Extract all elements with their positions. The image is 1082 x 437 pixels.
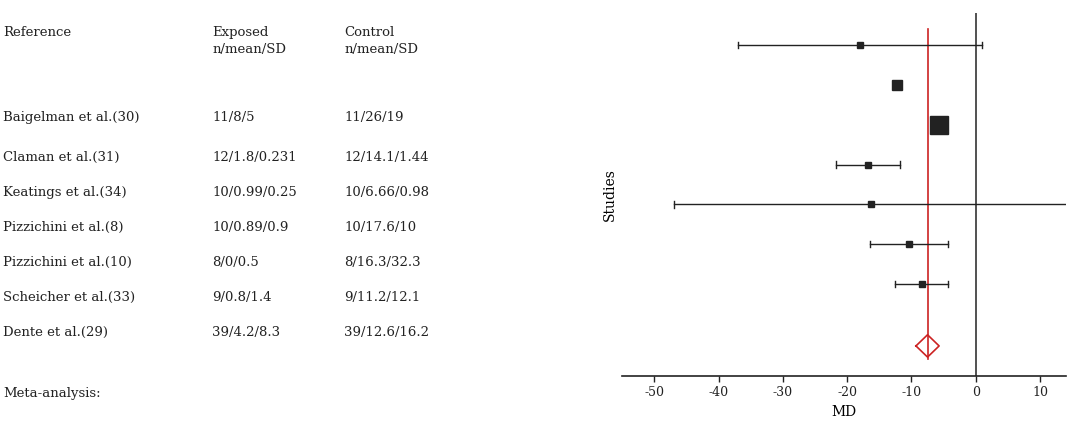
Text: 11/8/5: 11/8/5 (212, 111, 255, 125)
Text: 9/0.8/1.4: 9/0.8/1.4 (212, 291, 272, 304)
X-axis label: MD: MD (831, 405, 857, 419)
Text: 10/17.6/10: 10/17.6/10 (344, 221, 417, 234)
Text: 9/11.2/12.1: 9/11.2/12.1 (344, 291, 421, 304)
Text: Pizzichini et al.(10): Pizzichini et al.(10) (3, 256, 132, 269)
Text: Dente et al.(29): Dente et al.(29) (3, 326, 108, 339)
Text: Keatings et al.(34): Keatings et al.(34) (3, 186, 127, 199)
Text: 39/12.6/16.2: 39/12.6/16.2 (344, 326, 430, 339)
Text: 8/0/0.5: 8/0/0.5 (212, 256, 260, 269)
Text: Meta-analysis:: Meta-analysis: (3, 387, 101, 400)
Text: Reference: Reference (3, 26, 71, 39)
Text: Exposed
n/mean/SD: Exposed n/mean/SD (212, 26, 287, 56)
Text: Scheicher et al.(33): Scheicher et al.(33) (3, 291, 135, 304)
Text: 39/4.2/8.3: 39/4.2/8.3 (212, 326, 280, 339)
Text: Pizzichini et al.(8): Pizzichini et al.(8) (3, 221, 123, 234)
Text: 10/0.89/0.9: 10/0.89/0.9 (212, 221, 289, 234)
Text: Claman et al.(31): Claman et al.(31) (3, 151, 120, 164)
Text: 8/16.3/32.3: 8/16.3/32.3 (344, 256, 421, 269)
Y-axis label: Studies: Studies (603, 168, 617, 221)
Text: Baigelman et al.(30): Baigelman et al.(30) (3, 111, 140, 125)
Text: 12/14.1/1.44: 12/14.1/1.44 (344, 151, 428, 164)
Text: 11/26/19: 11/26/19 (344, 111, 404, 125)
Text: 12/1.8/0.231: 12/1.8/0.231 (212, 151, 298, 164)
Text: 10/6.66/0.98: 10/6.66/0.98 (344, 186, 430, 199)
Text: 10/0.99/0.25: 10/0.99/0.25 (212, 186, 298, 199)
Text: Control
n/mean/SD: Control n/mean/SD (344, 26, 419, 56)
